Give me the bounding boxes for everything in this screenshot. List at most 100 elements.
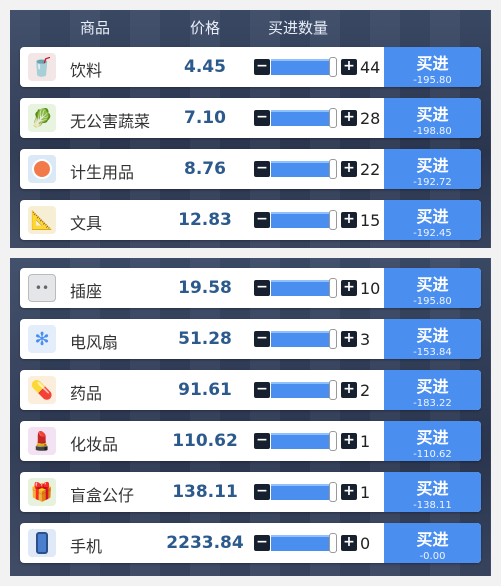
buy-cost: -195.80 bbox=[413, 75, 452, 86]
item-name: 电风扇 bbox=[70, 333, 119, 352]
buy-button[interactable]: 买进 -0.00 bbox=[384, 523, 481, 563]
buy-button[interactable]: 买进 -153.84 bbox=[384, 319, 481, 359]
slider-handle[interactable] bbox=[329, 108, 337, 128]
increase-button[interactable]: + bbox=[341, 212, 357, 228]
drink-icon: 🥤 bbox=[28, 53, 56, 81]
buy-cost: -110.62 bbox=[413, 449, 452, 460]
item-row-socket: •• 插座 19.58 − + 10 买进 -195.80 bbox=[20, 268, 481, 308]
slider-handle[interactable] bbox=[329, 159, 337, 179]
item-quantity: 44 bbox=[360, 58, 381, 77]
increase-button[interactable]: + bbox=[341, 161, 357, 177]
decrease-button[interactable]: − bbox=[254, 535, 270, 551]
item-quantity: 1 bbox=[360, 432, 371, 451]
item-row-vegetable: 🥬 无公害蔬菜 7.10 − + 28 买进 -198.80 bbox=[20, 98, 481, 138]
slider-handle[interactable] bbox=[329, 482, 337, 502]
decrease-button[interactable]: − bbox=[254, 212, 270, 228]
buy-button[interactable]: 买进 -138.11 bbox=[384, 472, 481, 512]
electric-fan-icon: ✻ bbox=[28, 325, 56, 353]
quantity-slider[interactable] bbox=[271, 331, 337, 347]
item-row-blind-box: 🎁 盲盒公仔 138.11 − + 1 买进 -138.11 bbox=[20, 472, 481, 512]
header-quantity: 买进数量 bbox=[268, 19, 329, 37]
increase-button[interactable]: + bbox=[341, 280, 357, 296]
slider-handle[interactable] bbox=[329, 329, 337, 349]
buy-button[interactable]: 买进 -195.80 bbox=[384, 268, 481, 308]
item-price: 51.28 bbox=[178, 329, 232, 349]
slider-handle[interactable] bbox=[329, 57, 337, 77]
buy-cost: -183.22 bbox=[413, 398, 452, 409]
item-quantity: 0 bbox=[360, 534, 371, 553]
quantity-slider[interactable] bbox=[271, 59, 337, 75]
increase-button[interactable]: + bbox=[341, 110, 357, 126]
item-name: 饮料 bbox=[70, 61, 103, 80]
increase-button[interactable]: + bbox=[341, 433, 357, 449]
buy-cost: -138.11 bbox=[413, 500, 452, 511]
decrease-button[interactable]: − bbox=[254, 59, 270, 75]
item-price: 12.83 bbox=[178, 210, 232, 230]
buy-button[interactable]: 买进 -198.80 bbox=[384, 98, 481, 138]
buy-button[interactable]: 买进 -110.62 bbox=[384, 421, 481, 461]
item-quantity: 1 bbox=[360, 483, 371, 502]
decrease-button[interactable]: − bbox=[254, 331, 270, 347]
quantity-slider[interactable] bbox=[271, 212, 337, 228]
decrease-button[interactable]: − bbox=[254, 110, 270, 126]
buy-button[interactable]: 买进 -192.72 bbox=[384, 149, 481, 189]
item-quantity: 28 bbox=[360, 109, 381, 128]
buy-label: 买进 bbox=[416, 207, 449, 226]
item-row-fan: ✻ 电风扇 51.28 − + 3 买进 -153.84 bbox=[20, 319, 481, 359]
item-price: 4.45 bbox=[184, 57, 226, 77]
increase-button[interactable]: + bbox=[341, 535, 357, 551]
increase-button[interactable]: + bbox=[341, 59, 357, 75]
blind-box-figure-icon: 🎁 bbox=[28, 478, 56, 506]
decrease-button[interactable]: − bbox=[254, 433, 270, 449]
item-name: 盲盒公仔 bbox=[70, 486, 135, 505]
increase-button[interactable]: + bbox=[341, 382, 357, 398]
decrease-button[interactable]: − bbox=[254, 161, 270, 177]
market-panel-lower: •• 插座 19.58 − + 10 买进 -195.80 ✻ 电风扇 51.2… bbox=[10, 258, 491, 576]
quantity-slider[interactable] bbox=[271, 382, 337, 398]
item-row-contraception: 计生用品 8.76 − + 22 买进 -192.72 bbox=[20, 149, 481, 189]
buy-cost: -198.80 bbox=[413, 126, 452, 137]
slider-handle[interactable] bbox=[329, 210, 337, 230]
item-name: 计生用品 bbox=[70, 163, 135, 182]
table-header: 商品 价格 买进数量 bbox=[10, 10, 491, 40]
item-price: 19.58 bbox=[178, 278, 232, 298]
increase-button[interactable]: + bbox=[341, 484, 357, 500]
buy-cost: -192.45 bbox=[413, 228, 452, 239]
buy-button[interactable]: 买进 -183.22 bbox=[384, 370, 481, 410]
item-row-stationery: 📐 文具 12.83 − + 15 买进 -192.45 bbox=[20, 200, 481, 240]
decrease-button[interactable]: − bbox=[254, 382, 270, 398]
slider-handle[interactable] bbox=[329, 380, 337, 400]
decrease-button[interactable]: − bbox=[254, 280, 270, 296]
quantity-slider[interactable] bbox=[271, 161, 337, 177]
item-quantity: 3 bbox=[360, 330, 371, 349]
buy-button[interactable]: 买进 -192.45 bbox=[384, 200, 481, 240]
quantity-slider[interactable] bbox=[271, 280, 337, 296]
buy-button[interactable]: 买进 -195.80 bbox=[384, 47, 481, 87]
mobile-phone-icon bbox=[28, 529, 56, 557]
buy-label: 买进 bbox=[416, 156, 449, 175]
item-price: 138.11 bbox=[172, 482, 238, 502]
quantity-slider[interactable] bbox=[271, 110, 337, 126]
power-socket-icon: •• bbox=[28, 274, 56, 302]
decrease-button[interactable]: − bbox=[254, 484, 270, 500]
slider-handle[interactable] bbox=[329, 431, 337, 451]
buy-label: 买进 bbox=[416, 428, 449, 447]
item-name: 文具 bbox=[70, 214, 103, 233]
quantity-slider[interactable] bbox=[271, 433, 337, 449]
item-name: 无公害蔬菜 bbox=[70, 112, 151, 131]
item-row-cosmetics: 💄 化妆品 110.62 − + 1 买进 -110.62 bbox=[20, 421, 481, 461]
slider-handle[interactable] bbox=[329, 278, 337, 298]
item-row-phone: 手机 2233.84 − + 0 买进 -0.00 bbox=[20, 523, 481, 563]
item-price: 8.76 bbox=[184, 159, 226, 179]
item-name: 手机 bbox=[70, 537, 103, 556]
item-row-medicine: 💊 药品 91.61 − + 2 买进 -183.22 bbox=[20, 370, 481, 410]
buy-label: 买进 bbox=[416, 479, 449, 498]
medicine-bottle-icon: 💊 bbox=[28, 376, 56, 404]
quantity-slider[interactable] bbox=[271, 535, 337, 551]
quantity-slider[interactable] bbox=[271, 484, 337, 500]
increase-button[interactable]: + bbox=[341, 331, 357, 347]
buy-label: 买进 bbox=[416, 326, 449, 345]
market-panel-upper: 商品 价格 买进数量 🥤 饮料 4.45 − + 44 买进 -195.80 🥬… bbox=[10, 10, 491, 248]
item-quantity: 2 bbox=[360, 381, 371, 400]
slider-handle[interactable] bbox=[329, 533, 337, 553]
